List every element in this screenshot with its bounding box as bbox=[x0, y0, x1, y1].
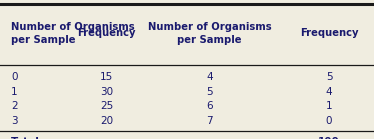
Text: 0: 0 bbox=[326, 116, 332, 126]
Text: 5: 5 bbox=[326, 72, 332, 82]
Text: 25: 25 bbox=[100, 101, 113, 111]
Text: 1: 1 bbox=[326, 101, 332, 111]
Text: 1: 1 bbox=[11, 87, 18, 97]
Text: 0: 0 bbox=[11, 72, 18, 82]
Text: 20: 20 bbox=[100, 116, 113, 126]
Text: 4: 4 bbox=[206, 72, 213, 82]
Text: Frequency: Frequency bbox=[300, 28, 358, 38]
Text: 4: 4 bbox=[326, 87, 332, 97]
Text: 15: 15 bbox=[100, 72, 113, 82]
Text: Total: Total bbox=[11, 137, 40, 139]
Text: 30: 30 bbox=[100, 87, 113, 97]
Text: 2: 2 bbox=[11, 101, 18, 111]
Text: Frequency: Frequency bbox=[77, 28, 136, 38]
Text: Number of Organisms
per Sample: Number of Organisms per Sample bbox=[11, 22, 135, 45]
Text: 7: 7 bbox=[206, 116, 213, 126]
Text: 5: 5 bbox=[206, 87, 213, 97]
Text: Number of Organisms
per Sample: Number of Organisms per Sample bbox=[148, 22, 271, 45]
Text: 100: 100 bbox=[318, 137, 340, 139]
Text: 6: 6 bbox=[206, 101, 213, 111]
Text: 3: 3 bbox=[11, 116, 18, 126]
